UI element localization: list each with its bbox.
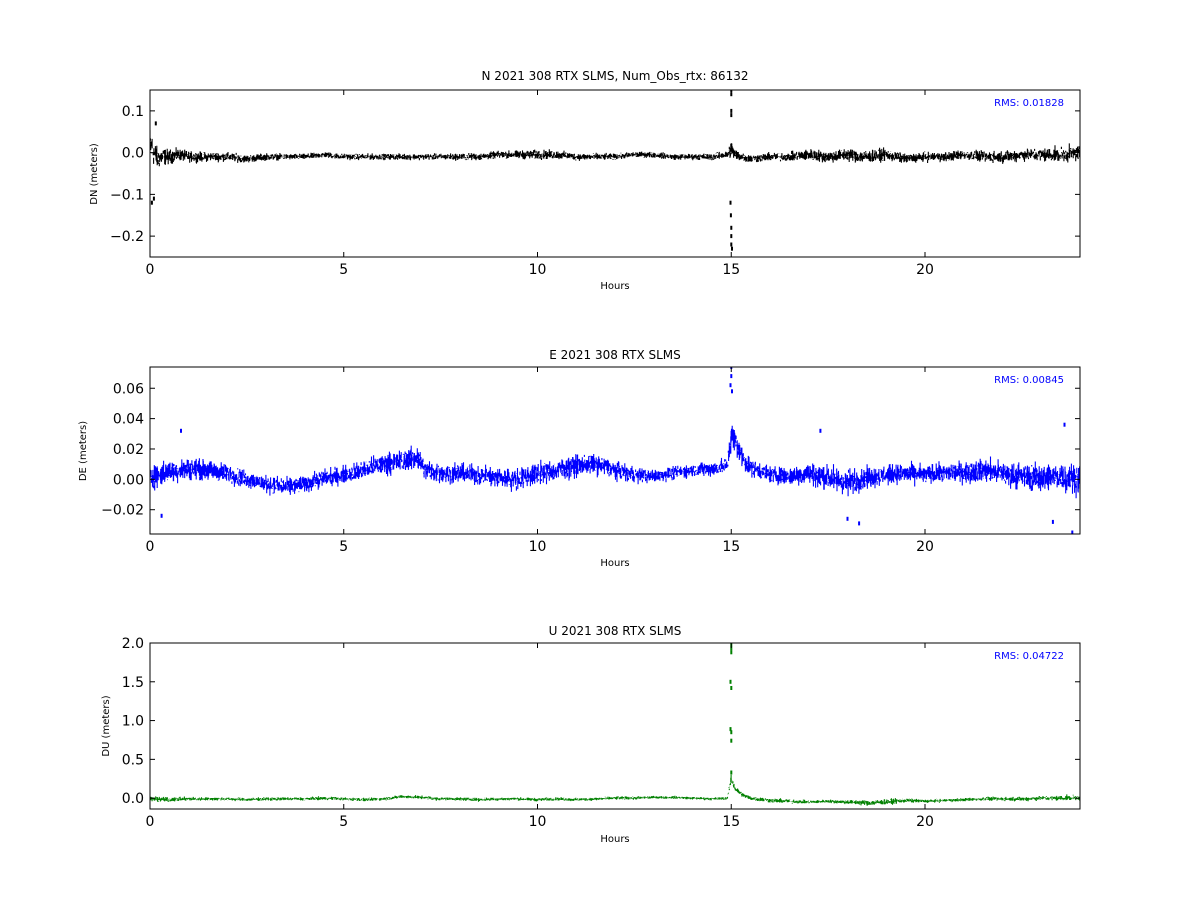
y-tick-label: 0.00 (113, 472, 144, 488)
x-tick-label: 0 (146, 814, 155, 830)
rms-annotation: RMS: 0.04722 (994, 651, 1064, 662)
outlier-point (730, 686, 733, 690)
panel-up: U 2021 308 RTX SLMS RMS: 0.04722 Hours D… (101, 624, 1081, 845)
y-tick-label: 1.5 (122, 675, 144, 691)
outlier-point (154, 121, 157, 126)
x-tick-label: 20 (916, 814, 934, 830)
y-tick-label: 0.0 (122, 146, 144, 162)
outlier-point (730, 770, 733, 775)
plot-area (150, 90, 1080, 251)
x-tick-label: 20 (916, 539, 934, 555)
y-tick-label: 0.06 (113, 381, 144, 397)
outlier-point (729, 727, 732, 732)
y-tick-label: 1.0 (122, 714, 144, 730)
outlier-point (731, 389, 733, 394)
x-tick-label: 15 (722, 814, 740, 830)
x-tick-label: 5 (339, 539, 348, 555)
outlier-point (846, 516, 849, 521)
y-tick-label: −0.2 (110, 229, 144, 245)
outlier-point (819, 428, 822, 433)
series-band (150, 774, 1080, 806)
x-tick-label: 5 (339, 262, 348, 278)
outlier-point (160, 513, 163, 518)
plot-frame (149, 89, 1081, 258)
x-axis-label: Hours (600, 558, 629, 569)
y-tick-label: 0.1 (122, 104, 144, 120)
outlier-point (1071, 530, 1074, 534)
chart-title: N 2021 308 RTX SLMS, Num_Obs_rtx: 86132 (482, 69, 749, 83)
outlier-point (729, 213, 732, 218)
x-tick-label: 10 (529, 539, 547, 555)
x-tick-label: 10 (529, 262, 547, 278)
chart-title: E 2021 308 RTX SLMS (549, 348, 681, 362)
x-tick-label: 10 (529, 814, 547, 830)
series-band (150, 425, 1080, 499)
outlier-point (730, 738, 733, 743)
series-band (150, 130, 1080, 167)
y-tick-label: 2.0 (122, 636, 144, 652)
chart-title: U 2021 308 RTX SLMS (549, 624, 682, 638)
y-tick-label: 0.0 (122, 791, 144, 807)
y-tick-label: 0.02 (113, 442, 144, 458)
outlier-point (180, 428, 182, 433)
panel-east: E 2021 308 RTX SLMS RMS: 0.00845 Hours D… (78, 348, 1081, 569)
outlier-point (1063, 422, 1066, 427)
x-tick-label: 20 (916, 262, 934, 278)
outlier-point (150, 200, 153, 205)
outlier-point (730, 108, 733, 113)
outlier-point (730, 650, 733, 655)
outlier-point (731, 246, 733, 251)
y-axis-label: DU (meters) (101, 695, 112, 756)
y-axis-label: DE (meters) (78, 421, 89, 481)
y-tick-label: 0.5 (122, 752, 144, 768)
outlier-point (730, 225, 733, 230)
plot-frame (149, 642, 1081, 810)
outlier-point (729, 679, 732, 684)
outlier-point (152, 196, 155, 201)
x-tick-label: 15 (722, 262, 740, 278)
outlier-point (730, 113, 733, 118)
x-tick-label: 5 (339, 814, 348, 830)
outlier-point (730, 242, 733, 247)
x-axis-label: Hours (600, 281, 629, 292)
outlier-point (730, 234, 733, 239)
outlier-point (729, 200, 732, 205)
rms-annotation: RMS: 0.01828 (994, 98, 1064, 109)
outlier-point (730, 730, 733, 735)
outlier-point (858, 521, 861, 526)
x-tick-label: 15 (722, 539, 740, 555)
outlier-point (729, 383, 732, 388)
x-tick-label: 0 (146, 262, 155, 278)
x-axis-label: Hours (600, 834, 629, 845)
plot-area (150, 367, 1080, 534)
y-tick-label: −0.1 (110, 187, 144, 203)
y-axis-label: DN (meters) (89, 143, 100, 205)
panel-north: N 2021 308 RTX SLMS, Num_Obs_rtx: 86132 … (89, 69, 1081, 292)
outlier-point (1051, 519, 1054, 524)
outlier-point (730, 646, 733, 651)
plot-area (150, 643, 1080, 806)
y-tick-label: −0.02 (101, 503, 144, 519)
y-tick-label: 0.04 (113, 412, 144, 428)
plot-frame (149, 366, 1081, 535)
x-tick-label: 0 (146, 539, 155, 555)
rms-annotation: RMS: 0.00845 (994, 375, 1064, 386)
outlier-point (730, 374, 733, 379)
